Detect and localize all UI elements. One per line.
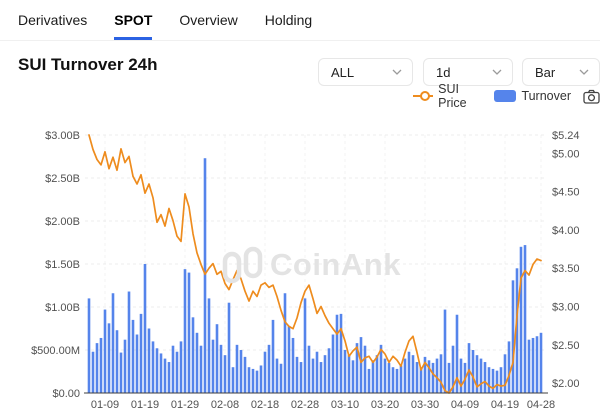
tab-holding[interactable]: Holding [264, 12, 313, 28]
svg-text:$2.00: $2.00 [552, 378, 580, 390]
x-axis-labels: 01-09 01-19 01-29 02-08 02-18 02-28 03-10 03-20… [91, 399, 555, 411]
tab-spot[interactable]: SPOT [114, 0, 152, 40]
chevron-down-icon [392, 69, 402, 75]
legend-item-turnover[interactable]: Turnover [494, 89, 571, 103]
svg-text:03-20: 03-20 [371, 399, 399, 411]
svg-text:02-28: 02-28 [291, 399, 319, 411]
svg-text:$5.24: $5.24 [552, 130, 580, 142]
svg-text:$3.00: $3.00 [552, 301, 580, 313]
svg-text:02-18: 02-18 [251, 399, 279, 411]
legend-item-sui-price[interactable]: SUI Price [413, 82, 482, 110]
svg-text:01-29: 01-29 [171, 399, 199, 411]
svg-text:$5.00: $5.00 [552, 148, 580, 160]
svg-text:$4.00: $4.00 [552, 225, 580, 237]
chart-legend: SUI Price Turnover [413, 82, 600, 110]
legend-label: Turnover [521, 89, 571, 103]
svg-text:04-09: 04-09 [451, 399, 479, 411]
right-axis-labels: $5.24 $5.00 $4.50 $4.00 $3.50 $3.00 $2.50 $2.00 [552, 130, 580, 390]
svg-text:$4.50: $4.50 [552, 187, 580, 199]
svg-text:02-08: 02-08 [211, 399, 239, 411]
svg-text:03-30: 03-30 [411, 399, 439, 411]
y-gridlines [85, 134, 545, 351]
svg-text:$1.50B: $1.50B [45, 259, 80, 271]
svg-text:$3.00B: $3.00B [45, 130, 80, 142]
svg-text:$3.50: $3.50 [552, 263, 580, 275]
turnover-swatch-icon [494, 90, 517, 102]
page-title: SUI Turnover 24h [18, 55, 158, 74]
svg-text:04-19: 04-19 [491, 399, 519, 411]
tab-bar: Derivatives SPOT Overview Holding [0, 0, 600, 41]
svg-text:01-09: 01-09 [91, 399, 119, 411]
camera-icon [583, 89, 600, 104]
svg-text:$2.50B: $2.50B [45, 173, 80, 185]
range-select[interactable]: ALL [318, 58, 413, 86]
price-line [88, 134, 542, 394]
interval-select[interactable]: 1d [423, 58, 513, 86]
screenshot-button[interactable] [583, 89, 600, 104]
price-line-marker-icon [413, 91, 434, 101]
chevron-down-icon [492, 69, 502, 75]
svg-text:03-10: 03-10 [331, 399, 359, 411]
tab-derivatives[interactable]: Derivatives [18, 12, 88, 28]
chevron-down-icon [579, 69, 589, 75]
turnover-bars [87, 158, 543, 393]
svg-text:$0.00: $0.00 [52, 388, 80, 400]
left-axis-labels: $3.00B $2.50B $2.00B $1.50B $1.00B $500.00M $0… [31, 130, 80, 400]
svg-text:04-28: 04-28 [527, 399, 555, 411]
chart-style-select-value: Bar [535, 64, 556, 80]
range-select-value: ALL [331, 64, 355, 80]
svg-text:$500.00M: $500.00M [31, 345, 80, 357]
legend-label: SUI Price [438, 82, 467, 110]
svg-text:$2.00B: $2.00B [45, 216, 80, 228]
svg-text:$1.00B: $1.00B [45, 302, 80, 314]
interval-select-value: 1d [436, 64, 451, 80]
svg-text:$2.50: $2.50 [552, 340, 580, 352]
tab-overview[interactable]: Overview [179, 12, 238, 28]
svg-text:01-19: 01-19 [131, 399, 159, 411]
